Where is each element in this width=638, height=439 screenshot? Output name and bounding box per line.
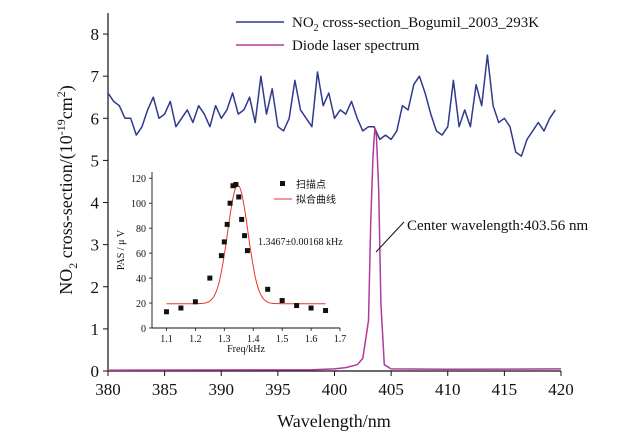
- inset-x-tick-label: 1.1: [160, 334, 173, 345]
- annotation-text: Center wavelength:403.56 nm: [407, 218, 589, 234]
- inset-x-tick-label: 1.4: [247, 334, 260, 345]
- main-y-tick-label: 2: [91, 278, 100, 297]
- main-x-tick-label: 415: [492, 380, 518, 399]
- main-y-tick-label: 7: [91, 67, 100, 86]
- inset-scan-point: [244, 248, 250, 254]
- inset-annotation: 1.3467±0.00168 kHz: [258, 237, 343, 248]
- inset-x-tick-label: 1.5: [276, 334, 289, 345]
- series-line-diode-laser: [107, 128, 562, 371]
- main-x-tick-label: 405: [378, 380, 404, 399]
- inset-y-tick-label: 80: [136, 224, 146, 235]
- legend-label-no2: NO2 cross-section_Bogumil_2003_293K: [292, 15, 539, 34]
- main-y-tick-label: 4: [91, 194, 100, 213]
- annotation-leader-line: [375, 221, 405, 253]
- inset-legend: 扫描点 拟合曲线: [274, 178, 336, 206]
- inset-legend-marker-points: [280, 181, 285, 186]
- inset-scan-point: [233, 181, 239, 187]
- inset-y-tick-label: 100: [131, 199, 146, 210]
- inset-scan-point: [242, 233, 248, 239]
- main-y-tick-label: 6: [91, 109, 100, 128]
- main-y-tick-label: 1: [91, 320, 100, 339]
- inset-scan-point: [323, 308, 329, 314]
- main-legend: NO2 cross-section_Bogumil_2003_293K Diod…: [236, 15, 539, 54]
- inset-x-tick-label: 1.6: [305, 334, 318, 345]
- main-y-tick-label: 5: [91, 151, 100, 170]
- main-x-tick-label: 380: [95, 380, 121, 399]
- main-x-tick-label: 395: [265, 380, 291, 399]
- inset-x-tick-label: 1.3: [218, 334, 231, 345]
- main-x-tick-label: 410: [435, 380, 461, 399]
- inset-scan-point: [230, 183, 236, 189]
- center-wavelength-annotation: Center wavelength:403.56 nm: [375, 218, 589, 253]
- inset-axes: 1.1 1.2 1.3 1.4 1.5 1.6 1.7 0 20 40 60 80 100 120: [131, 172, 346, 345]
- inset-y-tick-label: 120: [131, 174, 146, 185]
- inset-y-tick-label: 0: [141, 324, 146, 335]
- inset-x-axis-label: Freq/kHz: [227, 344, 265, 355]
- main-x-axis-label: Wavelength/nm: [277, 411, 391, 431]
- inset-scan-point: [265, 286, 271, 292]
- inset-scan-point: [294, 303, 300, 309]
- inset-scan-point: [178, 305, 184, 311]
- inset-legend-label-points: 扫描点: [296, 178, 326, 191]
- inset-x-tick-label: 1.2: [189, 334, 202, 345]
- inset-scan-point: [221, 239, 227, 245]
- main-x-tick-label: 420: [548, 380, 574, 399]
- legend-label-diode: Diode laser spectrum: [292, 38, 420, 54]
- inset-y-tick-label: 40: [136, 274, 146, 285]
- main-y-tick-label: 8: [91, 25, 100, 44]
- inset-scan-point: [239, 216, 245, 222]
- inset-scan-point: [236, 194, 242, 200]
- main-series: [107, 54, 562, 371]
- inset-scan-point: [308, 305, 314, 311]
- main-x-tick-label: 390: [209, 380, 235, 399]
- series-line-no2-cross-section: [107, 54, 556, 157]
- main-x-tick-label: 385: [152, 380, 178, 399]
- inset-y-axis-label: PAS / μ V: [116, 229, 127, 270]
- inset-scan-point: [279, 298, 285, 304]
- main-y-axis-label: NO2 cross-section/(10-19cm2): [54, 85, 80, 294]
- inset-chart: 1.1 1.2 1.3 1.4 1.5 1.6 1.7 0 20 40 60 80 100 120 Fre…: [116, 172, 346, 355]
- main-y-tick-label: 0: [91, 362, 100, 381]
- inset-scan-point: [224, 221, 230, 227]
- main-y-tick-label: 3: [91, 236, 100, 255]
- inset-scan-point: [192, 299, 198, 305]
- inset-y-tick-label: 20: [136, 299, 146, 310]
- inset-scan-point: [218, 253, 224, 259]
- inset-scan-point: [227, 200, 233, 206]
- inset-x-tick-label: 1.7: [334, 334, 347, 345]
- inset-legend-label-fit: 拟合曲线: [296, 193, 336, 206]
- inset-series: [163, 181, 329, 315]
- inset-y-tick-label: 60: [136, 249, 146, 260]
- inset-scan-point: [207, 275, 213, 281]
- main-x-tick-label: 400: [322, 380, 348, 399]
- inset-scan-point: [163, 309, 169, 315]
